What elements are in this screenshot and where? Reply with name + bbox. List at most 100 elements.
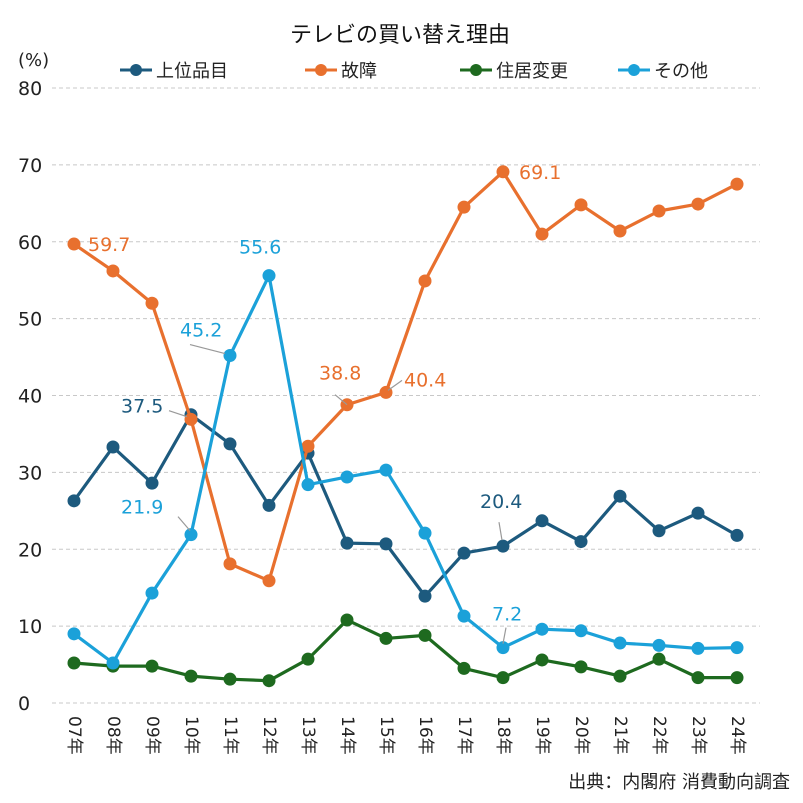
- data-point: [223, 672, 237, 686]
- x-tick-label: 14年: [337, 716, 357, 755]
- data-label: 7.2: [492, 604, 522, 626]
- series-line: [73, 618, 737, 683]
- data-point: [613, 224, 627, 238]
- x-tick-label: 17年: [454, 716, 474, 755]
- data-label: 37.5: [121, 396, 163, 418]
- leader-line: [189, 343, 226, 355]
- legend-marker-icon: [130, 64, 142, 76]
- data-label: 59.7: [88, 234, 130, 256]
- x-tick-label: 23年: [688, 716, 708, 755]
- data-point: [496, 539, 510, 553]
- data-point: [418, 526, 432, 540]
- y-axis-unit: (%): [18, 50, 49, 71]
- data-point: [340, 613, 354, 627]
- data-label: 55.6: [239, 237, 281, 259]
- series-line: [72, 413, 738, 598]
- data-point: [67, 656, 81, 670]
- data-point: [613, 636, 627, 650]
- x-tick-label: 15年: [376, 716, 396, 755]
- data-point: [574, 660, 588, 674]
- gridlines: [52, 87, 760, 704]
- legend-label: その他: [654, 61, 708, 82]
- leader-line: [334, 394, 348, 406]
- data-point: [652, 204, 666, 218]
- data-point: [535, 514, 549, 528]
- series-2: [67, 165, 744, 588]
- data-point: [691, 641, 705, 655]
- data-point: [730, 641, 744, 655]
- legend-item: 故障: [305, 61, 377, 82]
- series-1: [67, 408, 744, 603]
- legend-marker-icon: [315, 64, 327, 76]
- series-4: [67, 269, 744, 670]
- legend-marker-icon: [470, 64, 482, 76]
- y-tick-label: 50: [18, 309, 42, 331]
- data-point: [67, 237, 81, 251]
- y-tick-label: 80: [18, 78, 42, 100]
- leader-line: [387, 379, 403, 391]
- y-tick-label: 20: [18, 539, 42, 561]
- data-point: [340, 536, 354, 550]
- x-tick-label: 21年: [610, 716, 630, 755]
- data-point: [535, 653, 549, 667]
- data-point: [262, 498, 276, 512]
- x-tick-label: 24年: [727, 716, 747, 755]
- data-point: [184, 528, 198, 542]
- x-tick-label: 10年: [181, 716, 201, 755]
- data-point: [106, 440, 120, 454]
- data-point: [496, 671, 510, 685]
- data-point: [145, 586, 159, 600]
- legend-label: 故障: [341, 61, 377, 82]
- data-point: [457, 546, 471, 560]
- x-tick-label: 18年: [493, 716, 513, 755]
- data-point: [535, 622, 549, 636]
- data-point: [145, 476, 159, 490]
- data-point: [262, 574, 276, 588]
- leader-line: [498, 522, 503, 541]
- data-label: 69.1: [519, 162, 561, 184]
- data-point: [379, 537, 393, 551]
- x-tick-label: 19年: [532, 716, 552, 755]
- data-point: [145, 296, 159, 310]
- data-point: [262, 269, 276, 283]
- data-point: [262, 674, 276, 688]
- leader-line: [168, 410, 188, 418]
- data-point: [340, 470, 354, 484]
- data-point: [67, 627, 81, 641]
- data-point: [691, 197, 705, 211]
- data-point: [223, 349, 237, 363]
- y-tick-label: 70: [18, 155, 42, 177]
- data-point: [652, 652, 666, 666]
- source-note: 出典：内閣府 消費動向調査: [568, 772, 790, 793]
- leader-line: [177, 516, 191, 532]
- data-point: [223, 437, 237, 451]
- series-line: [73, 273, 738, 665]
- data-point: [730, 177, 744, 191]
- y-tick-label: 60: [18, 232, 42, 254]
- chart-title: テレビの買い替え理由: [290, 23, 510, 48]
- data-point: [223, 557, 237, 571]
- data-point: [184, 669, 198, 683]
- legend-item: 住居変更: [460, 61, 568, 82]
- data-point: [379, 463, 393, 477]
- data-point: [418, 589, 432, 603]
- data-point: [574, 198, 588, 212]
- data-point: [67, 494, 81, 508]
- data-point: [574, 624, 588, 638]
- x-tick-label: 20年: [571, 716, 591, 755]
- data-label: 21.9: [121, 497, 163, 519]
- data-point: [418, 628, 432, 642]
- y-axis-ticks: 0 10 20 30 40 50 60 70 80: [18, 78, 42, 715]
- legend-item: 上位品目: [120, 61, 228, 82]
- data-point: [574, 535, 588, 549]
- data-point: [301, 478, 315, 492]
- leader-line: [502, 627, 507, 644]
- data-point: [730, 671, 744, 685]
- x-tick-label: 16年: [415, 716, 435, 755]
- series-group: [67, 165, 744, 688]
- data-point: [652, 638, 666, 652]
- data-labels: 37.5 20.4 59.7 38.8 40.4 69.1 21.9 45.2 55.6 7.2: [88, 162, 561, 644]
- data-label: 38.8: [319, 363, 361, 385]
- data-label: 40.4: [404, 369, 446, 391]
